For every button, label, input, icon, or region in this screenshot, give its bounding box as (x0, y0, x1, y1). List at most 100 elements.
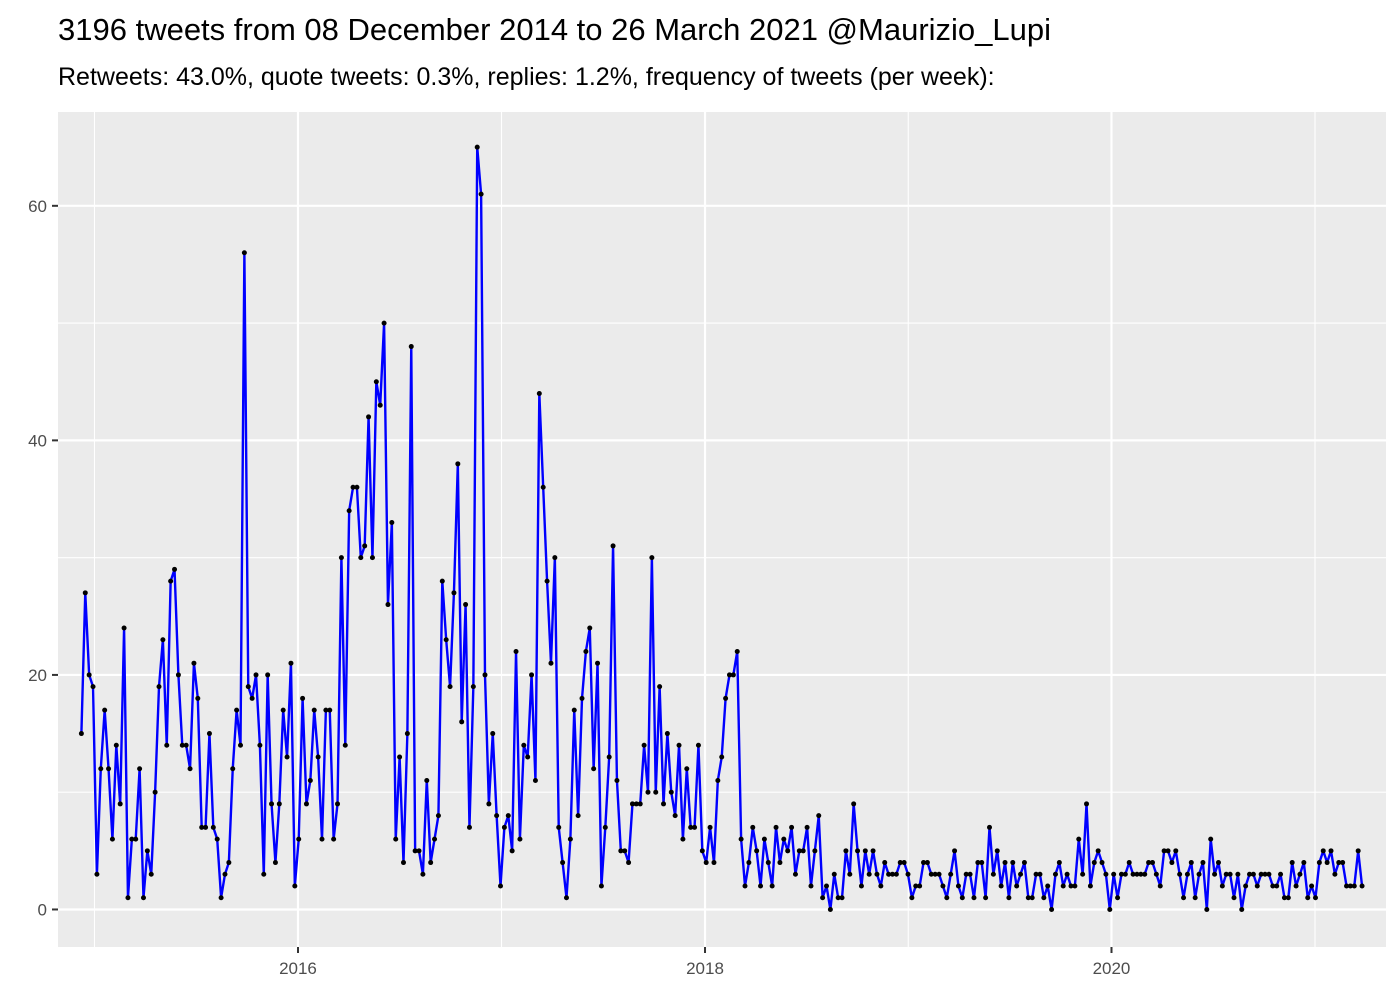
data-point (490, 731, 496, 737)
data-point (1340, 860, 1346, 866)
data-point (276, 801, 282, 807)
data-point (98, 766, 104, 772)
data-point (563, 895, 569, 901)
data-point (331, 836, 337, 842)
data-point (288, 660, 294, 666)
y-tick-label: 60 (28, 197, 47, 216)
data-point (773, 824, 779, 830)
data-point (1344, 883, 1350, 889)
data-point (1146, 860, 1152, 866)
data-point (296, 836, 302, 842)
data-point (963, 871, 969, 877)
data-point (913, 883, 919, 889)
data-point (358, 555, 364, 561)
data-point (742, 883, 748, 889)
data-point (451, 590, 457, 596)
data-point (622, 848, 628, 854)
data-point (1165, 848, 1171, 854)
data-point (230, 766, 236, 772)
data-point (307, 777, 313, 783)
data-point (501, 824, 507, 830)
data-point (1239, 906, 1245, 912)
data-point (587, 625, 593, 631)
data-point (583, 648, 589, 654)
data-point (300, 695, 306, 701)
data-point (1293, 883, 1299, 889)
data-point (1281, 895, 1287, 901)
data-point (626, 860, 632, 866)
data-point (750, 824, 756, 830)
data-point (979, 860, 985, 866)
data-point (955, 883, 961, 889)
data-point (657, 684, 663, 690)
data-point (932, 871, 938, 877)
data-point (1025, 895, 1031, 901)
data-point (723, 695, 729, 701)
data-point (1084, 801, 1090, 807)
data-point (144, 848, 150, 854)
data-point (1052, 871, 1058, 877)
data-point (354, 484, 360, 490)
data-point (629, 801, 635, 807)
data-point (284, 754, 290, 760)
data-point (769, 883, 775, 889)
data-point (944, 895, 950, 901)
data-point (90, 684, 96, 690)
data-point (1309, 883, 1315, 889)
data-point (851, 801, 857, 807)
data-point (521, 742, 527, 748)
data-point (206, 731, 212, 737)
data-point (466, 824, 472, 830)
data-point (459, 719, 465, 725)
data-point (463, 602, 469, 608)
data-point (1103, 871, 1109, 877)
data-point (1002, 860, 1008, 866)
data-point (338, 555, 344, 561)
data-point (82, 590, 88, 596)
data-point (754, 848, 760, 854)
data-point (175, 672, 181, 678)
data-point (1247, 871, 1253, 877)
x-tick-label: 2020 (1093, 959, 1131, 978)
data-point (346, 508, 352, 514)
data-point (1324, 860, 1330, 866)
data-point (494, 813, 500, 819)
data-point (1056, 860, 1062, 866)
data-point (1355, 848, 1361, 854)
data-point (315, 754, 321, 760)
data-point (994, 848, 1000, 854)
data-point (525, 754, 531, 760)
data-point (1227, 871, 1233, 877)
data-point (886, 871, 892, 877)
data-point (323, 707, 329, 713)
data-point (218, 895, 224, 901)
data-point (455, 461, 461, 467)
data-point (789, 824, 795, 830)
data-point (199, 824, 205, 830)
data-point (1014, 883, 1020, 889)
data-point (664, 731, 670, 737)
data-point (152, 789, 158, 795)
x-axis: 2016 2018 2020 (279, 947, 1130, 978)
data-point (1138, 871, 1144, 877)
data-point (761, 836, 767, 842)
data-point (874, 871, 880, 877)
data-point (1192, 895, 1198, 901)
data-point (366, 414, 372, 420)
data-point (983, 895, 989, 901)
data-point (532, 777, 538, 783)
data-point (172, 566, 178, 572)
data-point (595, 660, 601, 666)
data-point (909, 895, 915, 901)
data-point (140, 895, 146, 901)
data-point (482, 672, 488, 678)
data-point (1188, 860, 1194, 866)
data-point (1029, 895, 1035, 901)
data-point (1305, 895, 1311, 901)
data-point (672, 813, 678, 819)
data-point (1134, 871, 1140, 877)
data-point (137, 766, 143, 772)
data-point (210, 824, 216, 830)
data-point (1161, 848, 1167, 854)
